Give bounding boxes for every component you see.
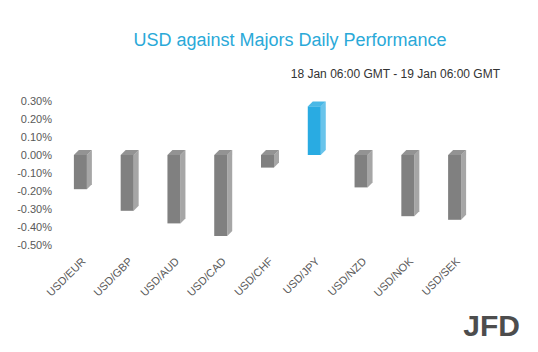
- bar-side: [87, 150, 92, 189]
- x-tick-label: USD/NZD: [325, 255, 368, 298]
- x-tick-label: USD/NOK: [371, 254, 415, 298]
- y-tick-label: 0.20%: [21, 113, 52, 125]
- plot-area: [74, 101, 466, 236]
- y-tick: [54, 137, 57, 138]
- bar: [448, 155, 461, 220]
- y-tick-label: 0.10%: [21, 131, 52, 143]
- bar: [261, 155, 274, 168]
- bar-top: [214, 150, 232, 155]
- bar-top: [355, 150, 373, 155]
- bar-top: [448, 150, 466, 155]
- bar: [74, 155, 87, 189]
- y-tick-label: -0.40%: [17, 221, 52, 233]
- y-tick: [54, 101, 57, 102]
- logo: JFD: [463, 309, 520, 342]
- x-tick-label: USD/SEK: [419, 254, 462, 297]
- chart: USD against Majors Daily Performance 18 J…: [0, 0, 538, 352]
- y-tick: [54, 245, 57, 246]
- y-tick: [54, 173, 57, 174]
- bar-top: [167, 150, 185, 155]
- x-tick-label: USD/CHF: [232, 255, 275, 298]
- x-tick-label: USD/JPY: [280, 254, 322, 296]
- bar-side: [180, 150, 185, 223]
- subtitle: 18 Jan 06:00 GMT - 19 Jan 06:00 GMT: [291, 67, 501, 81]
- x-tick-label: USD/EUR: [44, 255, 88, 299]
- bar-top: [121, 150, 139, 155]
- y-tick-label: -0.50%: [17, 239, 52, 251]
- chart-container: USD against Majors Daily Performance 18 J…: [0, 0, 538, 352]
- x-tick-label: USD/GBP: [91, 255, 134, 298]
- y-tick: [54, 209, 57, 210]
- y-tick-label: -0.20%: [17, 185, 52, 197]
- bar: [401, 155, 414, 216]
- y-tick: [54, 227, 57, 228]
- bar-side: [227, 150, 232, 236]
- bar-top: [261, 150, 279, 155]
- bar-top: [401, 150, 419, 155]
- bar: [308, 106, 321, 155]
- title: USD against Majors Daily Performance: [133, 30, 446, 50]
- bar-side: [414, 150, 419, 216]
- bar-top: [308, 101, 326, 106]
- bar: [167, 155, 180, 223]
- bar: [121, 155, 134, 211]
- x-tick-label: USD/CAD: [185, 255, 229, 299]
- y-tick-label: -0.30%: [17, 203, 52, 215]
- y-tick-label: 0.00%: [21, 149, 52, 161]
- bar-side: [368, 150, 373, 187]
- bar: [214, 155, 227, 236]
- bar: [355, 155, 368, 187]
- y-tick-label: -0.10%: [17, 167, 52, 179]
- x-tick-label: USD/AUD: [138, 255, 182, 299]
- y-tick-label: 0.30%: [21, 95, 52, 107]
- bar-side: [461, 150, 466, 220]
- bar-side: [321, 101, 326, 155]
- y-tick: [54, 119, 57, 120]
- bar-side: [134, 150, 139, 211]
- y-tick: [54, 155, 57, 156]
- y-tick: [54, 191, 57, 192]
- bar-top: [74, 150, 92, 155]
